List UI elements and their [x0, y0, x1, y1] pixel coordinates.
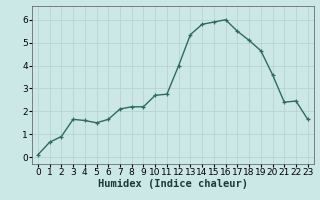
X-axis label: Humidex (Indice chaleur): Humidex (Indice chaleur) — [98, 179, 248, 189]
